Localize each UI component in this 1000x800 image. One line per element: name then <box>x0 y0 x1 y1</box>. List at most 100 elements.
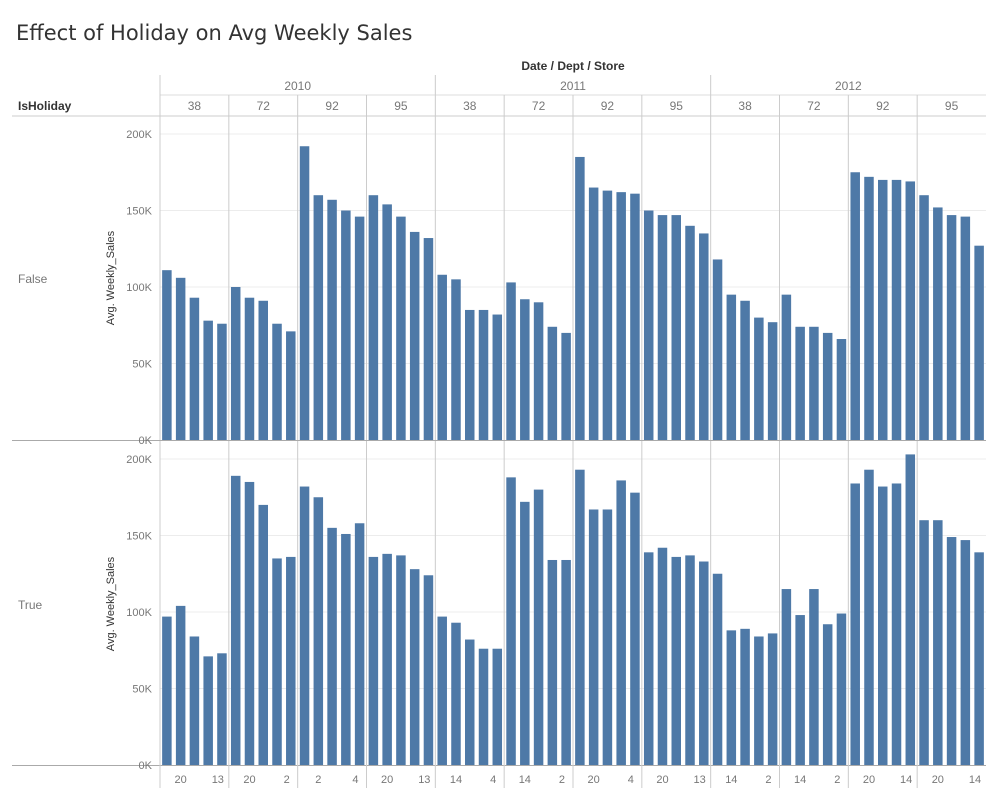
dept-header-label: 38 <box>463 99 477 113</box>
bar <box>836 339 847 440</box>
chart-title: Effect of Holiday on Avg Weekly Sales <box>16 21 412 45</box>
bar <box>864 469 874 765</box>
bar <box>781 589 792 765</box>
x-tick-label: 14 <box>450 774 462 786</box>
bar <box>740 300 750 440</box>
bar <box>354 523 365 765</box>
bar <box>506 477 516 765</box>
bar <box>230 287 241 440</box>
bar <box>561 332 571 440</box>
bar <box>754 636 764 765</box>
bar <box>699 561 709 765</box>
bar <box>175 277 186 440</box>
year-header-label: 2011 <box>560 79 586 93</box>
bar <box>933 207 943 440</box>
bar <box>423 575 434 765</box>
bar <box>286 556 296 765</box>
x-tick-label: 20 <box>175 774 187 786</box>
x-tick-label: 20 <box>243 774 255 786</box>
x-tick-label: 2 <box>284 774 290 786</box>
bar <box>382 204 392 440</box>
dept-header-label: 92 <box>325 99 339 113</box>
dept-header-label: 72 <box>807 99 821 113</box>
bar <box>451 622 461 765</box>
x-tick-label: 13 <box>212 774 224 786</box>
bar <box>616 480 626 765</box>
bar <box>478 309 489 440</box>
dept-header-label: 95 <box>945 99 959 113</box>
bar <box>754 317 764 440</box>
bar <box>244 297 255 440</box>
x-tick-label: 14 <box>969 774 981 786</box>
bar <box>258 504 268 765</box>
bar <box>520 501 530 765</box>
bar <box>946 215 957 440</box>
bar <box>974 552 984 765</box>
x-tick-label: 2 <box>765 774 771 786</box>
y-tick-label: 150K <box>126 531 152 543</box>
bar <box>657 547 668 765</box>
bar <box>685 225 695 440</box>
bar <box>795 326 805 440</box>
row-label-true: True <box>18 598 43 612</box>
bar <box>465 309 475 440</box>
bar <box>313 195 324 440</box>
bar <box>561 559 571 765</box>
bar <box>643 210 654 440</box>
bar <box>437 274 447 440</box>
bar <box>767 633 778 765</box>
x-tick-label: 4 <box>490 774 496 786</box>
bar <box>203 320 213 440</box>
bar <box>244 481 255 765</box>
bar <box>588 187 599 440</box>
frame-lines <box>12 75 986 788</box>
y-tick-label: 0K <box>139 760 153 772</box>
bar <box>960 540 971 765</box>
bar <box>547 326 558 440</box>
bar <box>437 616 447 765</box>
x-tick-label: 2 <box>559 774 565 786</box>
bar <box>740 628 750 765</box>
bar <box>891 179 902 440</box>
bar <box>630 193 640 440</box>
year-header-label: 2010 <box>284 79 311 93</box>
x-tick-label: 20 <box>863 774 875 786</box>
y-tick-label: 200K <box>126 129 152 141</box>
labels: 2010 38 72 92 95 2011 38 72 92 95 2012 38 72 92 95 0K 50… <box>18 79 981 786</box>
bar <box>822 332 833 440</box>
bar <box>726 630 737 765</box>
x-tick-label: 4 <box>352 774 358 786</box>
bar <box>850 172 860 440</box>
bar <box>396 216 406 440</box>
bar <box>423 238 434 440</box>
bar <box>602 190 613 440</box>
bar <box>520 299 530 440</box>
bar <box>575 156 585 440</box>
y-tick-label: 100K <box>126 282 152 294</box>
x-tick-label: 14 <box>725 774 737 786</box>
bar <box>354 216 365 440</box>
x-tick-label: 20 <box>932 774 944 786</box>
y-tick-label: 50K <box>132 684 152 696</box>
bar <box>712 573 723 765</box>
bar <box>299 486 310 765</box>
bar <box>162 270 172 440</box>
bar <box>162 616 172 765</box>
bar <box>767 322 778 440</box>
bar <box>341 533 351 765</box>
bar <box>299 146 310 441</box>
dept-header-label: 72 <box>257 99 271 113</box>
x-tick-label: 13 <box>418 774 430 786</box>
x-tick-label: 20 <box>381 774 393 786</box>
dept-header-label: 92 <box>876 99 890 113</box>
bar <box>905 454 916 765</box>
y-tick-label: 50K <box>132 359 152 371</box>
bar <box>230 475 241 765</box>
bar <box>643 552 654 765</box>
bar <box>891 483 902 765</box>
bar <box>795 615 805 765</box>
bar <box>217 323 227 440</box>
bar <box>809 326 819 440</box>
x-tick-label: 14 <box>900 774 912 786</box>
bar <box>602 509 613 765</box>
